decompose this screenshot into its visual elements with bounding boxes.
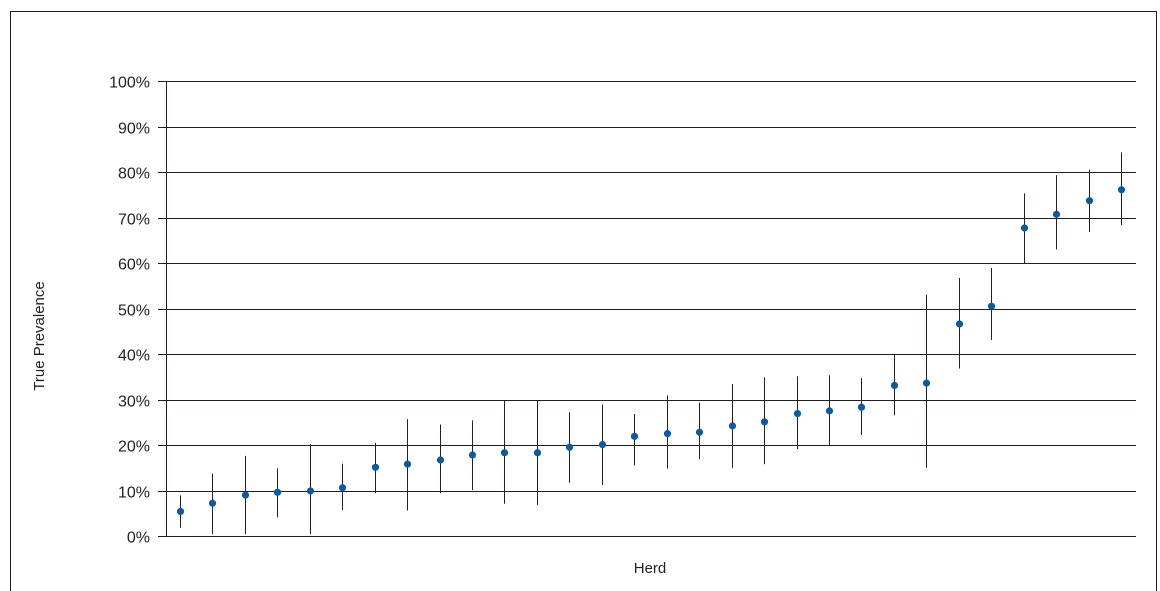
data-point (955, 320, 964, 328)
data-point (533, 449, 542, 457)
x-axis-title: Herd (634, 560, 667, 577)
y-tick-labels: 0% 10% 20% 30% 40% 50% 60% 70% 80% 90% 100% (109, 75, 150, 547)
gridlines (158, 81, 1136, 537)
data-point (598, 440, 607, 449)
y-axis-title: True Prevalence (31, 281, 48, 391)
data-point (1117, 186, 1126, 194)
y-tick-label: 20% (118, 439, 150, 456)
y-tick-label: 60% (118, 257, 150, 274)
data-point (208, 499, 217, 507)
data-point (338, 484, 347, 492)
data-point (403, 460, 412, 468)
data-point (306, 487, 315, 495)
y-tick-label: 10% (118, 485, 150, 502)
data-point (760, 418, 769, 426)
data-point (371, 463, 380, 471)
data-point (728, 422, 737, 430)
y-tick-label: 0% (127, 530, 150, 547)
data-point (663, 430, 672, 438)
data-point (857, 403, 866, 411)
y-tick-label: 90% (118, 121, 150, 138)
y-tick-label: 30% (118, 394, 150, 411)
data-point (500, 449, 509, 457)
data-point (1052, 210, 1061, 218)
data-point (468, 451, 477, 459)
y-tick-label: 80% (118, 166, 150, 183)
y-tick-label: 70% (118, 212, 150, 229)
data-point (890, 381, 899, 389)
data-point (987, 302, 996, 310)
data-points (176, 186, 1126, 516)
y-tick-label: 40% (118, 348, 150, 365)
data-point (1085, 197, 1094, 205)
data-point (565, 443, 574, 451)
y-tick-label: 100% (109, 75, 150, 92)
data-point (436, 456, 445, 464)
data-point (273, 488, 282, 496)
data-point (922, 379, 931, 387)
error-bars (180, 152, 1122, 535)
data-point (793, 410, 802, 418)
data-point (1020, 224, 1029, 232)
y-tick-label: 50% (118, 303, 150, 320)
data-point (176, 507, 185, 516)
data-point (695, 428, 704, 436)
data-point (630, 432, 639, 440)
data-point (825, 407, 834, 415)
chart-frame (10, 11, 1157, 591)
data-point (241, 491, 250, 499)
